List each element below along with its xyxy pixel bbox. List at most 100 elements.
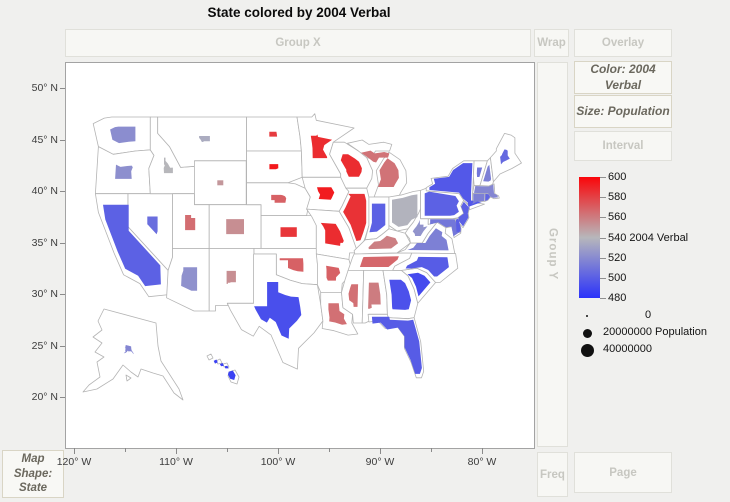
state-marker-OR[interactable]	[115, 164, 133, 179]
drop-zone-page[interactable]: Page	[574, 452, 672, 493]
drop-zone-group-x[interactable]: Group X	[65, 29, 531, 57]
color-legend-tick	[600, 298, 606, 299]
state-marker-NE[interactable]	[271, 194, 287, 203]
y-axis-label: 40° N	[31, 185, 58, 197]
state-marker-HI[interactable]	[213, 359, 236, 381]
state-marker-IA[interactable]	[317, 187, 335, 200]
state-marker-AL[interactable]	[368, 282, 381, 309]
state-marker-MT[interactable]	[199, 136, 210, 142]
drop-zone-group-y[interactable]: Group Y	[537, 62, 568, 447]
state-marker-ME[interactable]	[500, 149, 510, 165]
drop-zone-overlay[interactable]: Overlay	[574, 29, 672, 57]
color-role-zone[interactable]: Color: 2004 Verbal	[574, 61, 672, 94]
y-axis-label: 45° N	[31, 133, 58, 146]
state-marker-MA[interactable]	[474, 184, 498, 198]
x-axis-minor-tick	[125, 448, 126, 452]
x-axis-label: 90° W	[365, 456, 395, 468]
state-marker-WY[interactable]	[217, 180, 224, 186]
x-axis-minor-tick	[329, 448, 330, 452]
state-marker-NC[interactable]	[405, 256, 449, 277]
us-map[interactable]	[66, 63, 534, 448]
state-marker-PA[interactable]	[424, 191, 459, 216]
y-axis-label: 35° N	[31, 236, 58, 249]
state-marker-ID[interactable]	[163, 157, 173, 174]
state-marker-NJ[interactable]	[458, 201, 470, 227]
x-axis-label: 120° W	[56, 456, 92, 468]
x-axis-minor-tick	[431, 448, 432, 452]
x-axis-label: 100° W	[260, 456, 296, 468]
state-marker-CO[interactable]	[226, 219, 244, 235]
drop-zone-freq[interactable]: Freq	[537, 452, 568, 497]
state-marker-DE[interactable]	[455, 218, 461, 232]
state-marker-GA[interactable]	[389, 279, 412, 310]
state-marker-MI[interactable]	[361, 150, 399, 187]
map-shape-line-2: Shape:	[13, 467, 53, 480]
state-marker-WA[interactable]	[110, 126, 136, 144]
chart-title: State colored by 2004 Verbal	[207, 5, 391, 20]
state-marker-MD[interactable]	[430, 219, 460, 237]
state-marker-VA[interactable]	[407, 228, 449, 251]
state-marker-MN[interactable]	[310, 134, 333, 159]
state-marker-LA[interactable]	[328, 303, 347, 325]
state-marker-WV[interactable]	[412, 219, 428, 236]
color-legend-tick	[600, 217, 606, 219]
size-role-zone[interactable]: Size: Population	[574, 95, 672, 128]
size-legend-dot	[585, 314, 589, 318]
x-axis-tick	[74, 448, 75, 454]
state-marker-NY[interactable]	[429, 163, 482, 207]
color-legend-tick	[600, 197, 606, 199]
state-marker-CT[interactable]	[472, 193, 485, 205]
size-legend-dot	[582, 328, 592, 338]
state-marker-TN[interactable]	[359, 256, 399, 267]
size-legend-value: 0	[645, 309, 652, 321]
state-marker-AK[interactable]	[123, 345, 134, 355]
y-axis-tick	[60, 294, 65, 295]
state-marker-CA[interactable]	[103, 204, 161, 287]
color-legend-tick	[600, 177, 606, 178]
map-plot-area[interactable]	[65, 62, 535, 449]
x-axis-tick	[176, 448, 177, 454]
color-legend-tick	[600, 237, 606, 239]
state-marker-SD[interactable]	[269, 164, 279, 170]
drop-zone-wrap[interactable]: Wrap	[534, 29, 569, 57]
map-shape-role-zone[interactable]: Map Shape: State	[2, 450, 64, 498]
x-axis-tick	[380, 448, 381, 454]
state-marker-NV[interactable]	[147, 216, 158, 235]
state-marker-RI[interactable]	[485, 193, 491, 201]
map-shape-line-1: Map	[21, 452, 45, 465]
state-marker-IN[interactable]	[369, 203, 386, 233]
y-axis-tick	[60, 242, 65, 244]
state-marker-NM[interactable]	[226, 270, 236, 284]
state-marker-UT[interactable]	[185, 215, 196, 231]
color-legend-value: 500	[608, 271, 627, 284]
state-marker-FL[interactable]	[371, 316, 422, 374]
state-marker-OK[interactable]	[279, 258, 304, 272]
state-marker-MS[interactable]	[348, 284, 359, 307]
state-marker-KS[interactable]	[280, 227, 297, 237]
state-marker-KY[interactable]	[368, 235, 399, 250]
state-marker-TX[interactable]	[254, 282, 302, 339]
x-axis-minor-tick	[227, 448, 228, 452]
state-marker-VT[interactable]	[476, 167, 483, 178]
y-axis-label: 20° N	[31, 391, 58, 403]
state-marker-ND[interactable]	[269, 131, 278, 137]
state-marker-NH[interactable]	[483, 164, 492, 182]
state-marker-IL[interactable]	[343, 193, 367, 241]
state-marker-MO[interactable]	[320, 222, 344, 246]
x-axis-label: 80° W	[467, 456, 497, 468]
y-axis-tick	[60, 139, 65, 141]
color-legend-tick	[600, 257, 606, 259]
state-shape-AK[interactable]	[82, 308, 184, 401]
y-axis-tick	[60, 191, 65, 192]
state-marker-SC[interactable]	[407, 272, 431, 297]
color-legend-value: 580	[608, 191, 627, 204]
color-legend-value: 540 2004 Verbal	[608, 231, 689, 244]
color-legend-value: 480	[608, 292, 627, 304]
state-marker-AZ[interactable]	[181, 267, 198, 291]
y-axis-tick	[60, 88, 65, 89]
state-marker-AR[interactable]	[326, 265, 341, 281]
drop-zone-interval[interactable]: Interval	[574, 131, 672, 161]
state-marker-OH[interactable]	[392, 194, 418, 227]
state-marker-WI[interactable]	[340, 154, 362, 177]
